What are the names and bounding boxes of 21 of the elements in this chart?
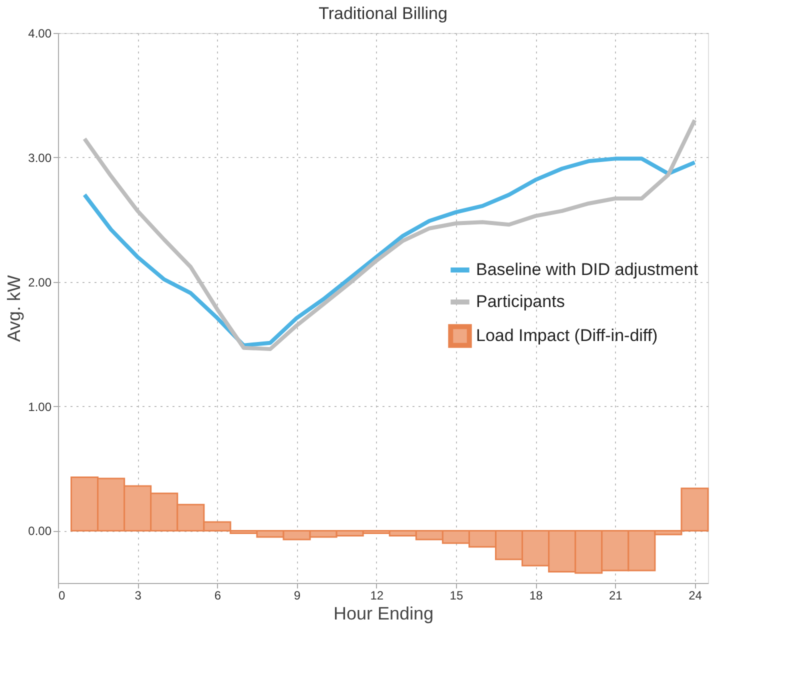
line-series <box>82 156 697 348</box>
x-tick-label: 0 <box>58 588 66 602</box>
x-tick-label: 3 <box>134 588 142 602</box>
y-tick-label: 0.00 <box>28 524 52 538</box>
y-tick-label: 3.00 <box>28 150 52 165</box>
x-tick-label: 6 <box>214 588 222 602</box>
y-tick-label: 1.00 <box>28 400 52 414</box>
x-tick-label: 9 <box>294 588 301 602</box>
x-tick-label: 12 <box>370 588 384 602</box>
x-tick-label: 24 <box>688 588 702 602</box>
y-tick-label: 4.00 <box>28 26 52 40</box>
y-tick-label: 2.00 <box>28 275 52 290</box>
x-tick-label: 18 <box>529 588 544 602</box>
chart-title: Traditional Billing <box>318 4 448 23</box>
legend-label: Load Impact (Diff-in-diff) <box>476 326 658 345</box>
x-axis-title: Hour Ending <box>333 604 434 624</box>
x-tick-label: 21 <box>608 588 623 602</box>
x-tick-label: 15 <box>450 588 464 602</box>
y-axis-title: Avg. kW <box>4 275 24 342</box>
legend-label: Baseline with DID adjustment <box>476 260 698 279</box>
legend-label: Participants <box>476 292 565 311</box>
